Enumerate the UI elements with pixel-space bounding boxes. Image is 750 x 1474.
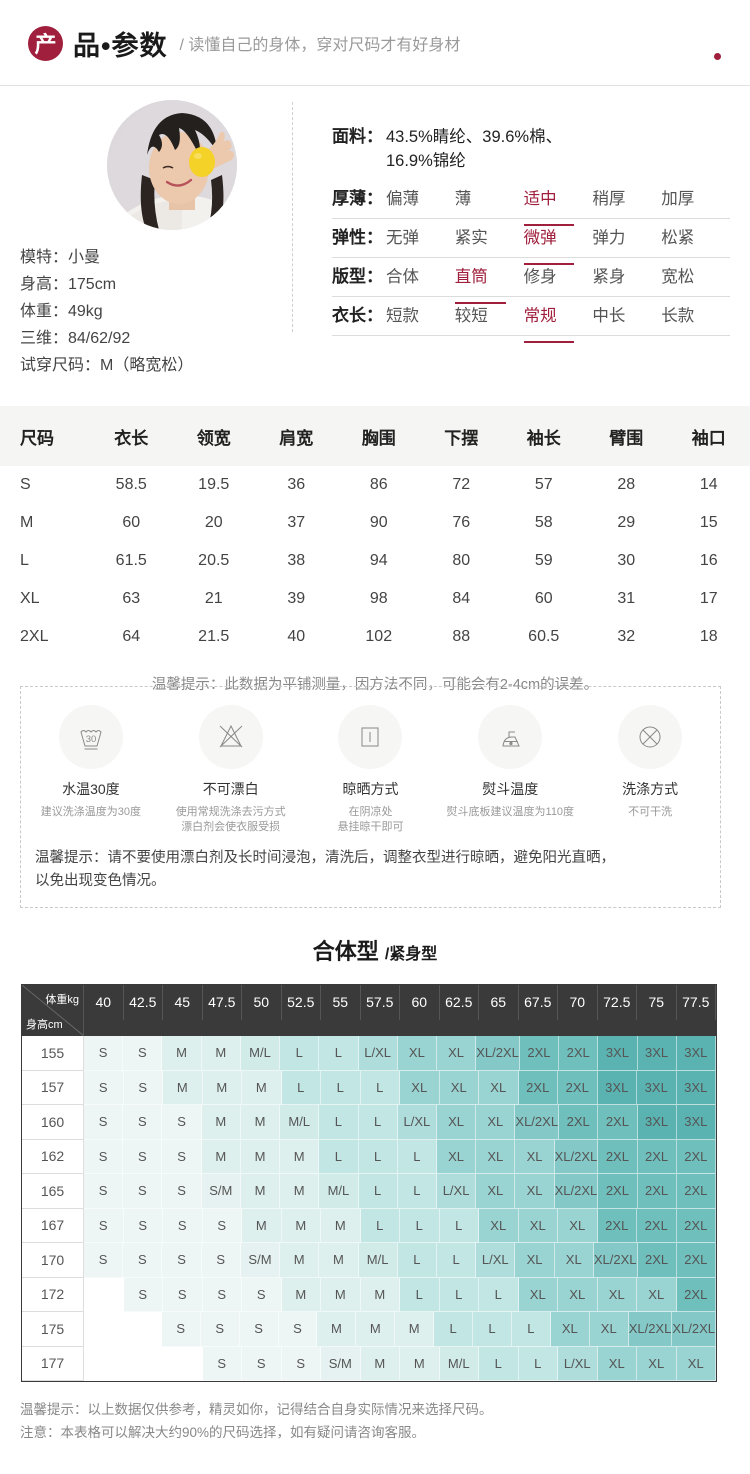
svg-text:30: 30 <box>86 734 97 745</box>
